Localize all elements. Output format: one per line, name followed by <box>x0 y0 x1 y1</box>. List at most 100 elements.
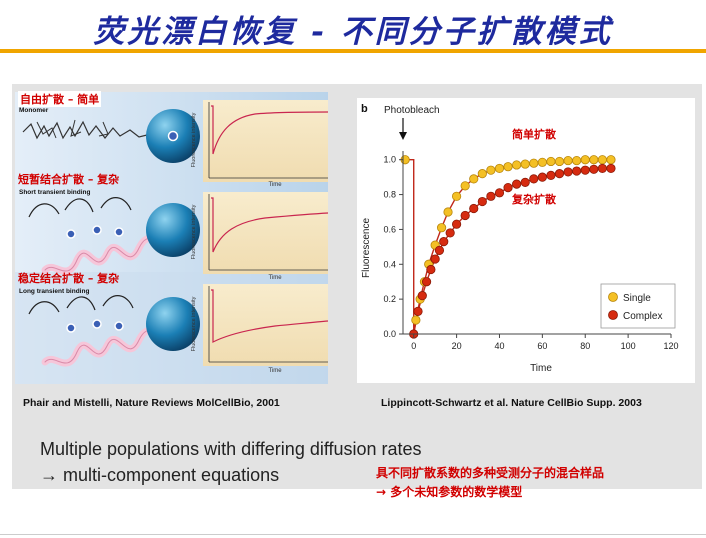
data-point-complex <box>589 164 599 174</box>
label-free-diffusion: 自由扩散 – 简单 <box>18 91 102 107</box>
label-complex-diffusion: 复杂扩散 <box>512 193 556 206</box>
y-tick-label: 0.6 <box>383 224 396 234</box>
x-axis-label: Time <box>530 363 552 374</box>
data-point-single <box>563 155 573 166</box>
summary-cn-line2: → 多个未知参数的数学模型 <box>376 485 523 499</box>
data-point-single <box>443 207 453 217</box>
data-point-complex <box>503 183 513 193</box>
data-point-complex <box>606 163 616 174</box>
data-point-complex <box>580 165 590 175</box>
data-point-complex <box>486 191 496 201</box>
diffusion-diagram: Fluorescence intensity Time Fluorescence… <box>15 92 328 384</box>
data-point-complex <box>421 277 432 287</box>
svg-text:Fluorescence intensity: Fluorescence intensity <box>191 204 197 259</box>
x-tick-label: 100 <box>621 341 636 351</box>
data-point-single <box>452 191 462 201</box>
svg-text:Time: Time <box>268 182 282 188</box>
data-point-single <box>572 155 582 166</box>
data-point-complex <box>520 177 530 187</box>
summary-english: Multiple populations with differing diff… <box>40 436 422 488</box>
y-tick-label: 0.0 <box>383 329 396 339</box>
recovery-chart-panel: b Photobleach 0 20 40 60 80 100 120 0.0 0.2 0.4 0.… <box>357 98 695 383</box>
data-point-complex <box>469 203 479 214</box>
long-binding-row <box>28 295 200 367</box>
y-axis-label: Fluorescence <box>361 218 372 278</box>
y-tick-label: 0.8 <box>383 190 396 200</box>
data-point-complex <box>460 210 470 221</box>
data-point-complex <box>546 170 556 181</box>
x-tick-label: 20 <box>452 341 462 351</box>
summary-en-line1: Multiple populations with differing diff… <box>40 439 422 459</box>
data-point-single <box>520 159 530 169</box>
title-underline <box>0 49 706 53</box>
data-point-single <box>494 163 505 174</box>
data-point-single <box>411 315 421 325</box>
data-point-single <box>486 165 496 175</box>
label-short-binding: 短暂结合扩散 – 复杂 <box>18 173 120 186</box>
label-short-binding-en: Short transient binding <box>19 189 91 196</box>
data-point-single <box>529 158 539 168</box>
data-point-complex <box>512 179 522 189</box>
data-point-single <box>469 174 479 184</box>
svg-text:Fluorescence intensity: Fluorescence intensity <box>191 112 197 167</box>
label-long-binding: 稳定结合扩散 – 复杂 <box>18 272 120 285</box>
data-point-single <box>512 160 522 170</box>
data-point-complex <box>554 169 565 179</box>
data-point-complex <box>430 254 440 264</box>
data-point-single <box>597 155 607 165</box>
x-tick-label: 0 <box>411 341 416 351</box>
label-monomer: Monomer <box>19 107 49 114</box>
citation-left: Phair and Mistelli, Nature Reviews MolCe… <box>23 397 280 409</box>
legend-complex-marker <box>608 310 618 320</box>
intensity-plot-3: Fluorescence intensity Time <box>191 284 328 374</box>
data-point-complex <box>537 172 547 182</box>
x-tick-label: 80 <box>580 341 590 351</box>
summary-cn-line1: 具不同扩散系数的多种受测分子的混合样品 <box>376 466 605 480</box>
svg-text:Fluorescence intensity: Fluorescence intensity <box>191 296 197 351</box>
citation-right: Lippincott-Schwartz et al. Nature CellBi… <box>381 397 642 409</box>
monomer-row <box>22 109 200 163</box>
intensity-plot-2: Fluorescence intensity Time <box>191 192 328 281</box>
data-point-complex <box>426 264 436 275</box>
data-point-single <box>460 181 470 191</box>
data-point-single <box>537 157 547 167</box>
data-point-complex <box>529 174 539 184</box>
data-point-single <box>554 156 565 167</box>
x-tick-label: 60 <box>537 341 547 351</box>
data-point-complex <box>445 228 455 238</box>
slide-title: 荧光漂白恢复 - 不同分子扩散模式 <box>93 14 613 50</box>
y-tick-label: 0.4 <box>383 259 396 269</box>
data-point-single <box>580 155 590 165</box>
svg-text:Time: Time <box>268 368 282 374</box>
data-point-single <box>503 162 513 172</box>
summary-en-line2: → multi-component equations <box>40 465 280 485</box>
short-binding-row <box>28 197 200 275</box>
y-tick-label: 0.2 <box>383 294 396 304</box>
data-point-complex <box>417 291 427 301</box>
diffusion-diagram-panel: Fluorescence intensity Time Fluorescence… <box>15 92 328 384</box>
nucleus-sphere-2 <box>146 203 200 257</box>
legend-single-marker <box>608 292 618 302</box>
y-tick-label: 1.0 <box>383 155 396 165</box>
photobleach-arrowhead <box>399 132 407 140</box>
x-tick-label: 120 <box>663 341 678 351</box>
data-point-complex <box>572 166 582 176</box>
data-point-single <box>436 223 447 233</box>
bottom-divider <box>0 534 706 535</box>
data-point-complex <box>452 219 462 229</box>
nucleus-sphere-3 <box>146 297 200 351</box>
label-long-binding-en: Long transient binding <box>19 288 90 295</box>
data-point-complex <box>597 163 607 174</box>
intensity-plot-1: Fluorescence intensity Time <box>191 100 328 188</box>
data-point-complex <box>413 306 423 316</box>
data-point-complex <box>477 196 487 207</box>
panel-letter: b <box>361 103 368 115</box>
x-tick-label: 40 <box>494 341 504 351</box>
summary-chinese: 具不同扩散系数的多种受测分子的混合样品 → 多个未知参数的数学模型 <box>376 464 604 502</box>
data-point-complex <box>494 188 505 198</box>
data-point-single <box>589 155 599 165</box>
data-point-single <box>546 156 556 167</box>
data-point-single <box>477 169 487 179</box>
recovery-chart: b Photobleach 0 20 40 60 80 100 120 0.0 0.2 0.4 0.… <box>361 103 679 374</box>
legend-single: Single <box>623 293 651 304</box>
